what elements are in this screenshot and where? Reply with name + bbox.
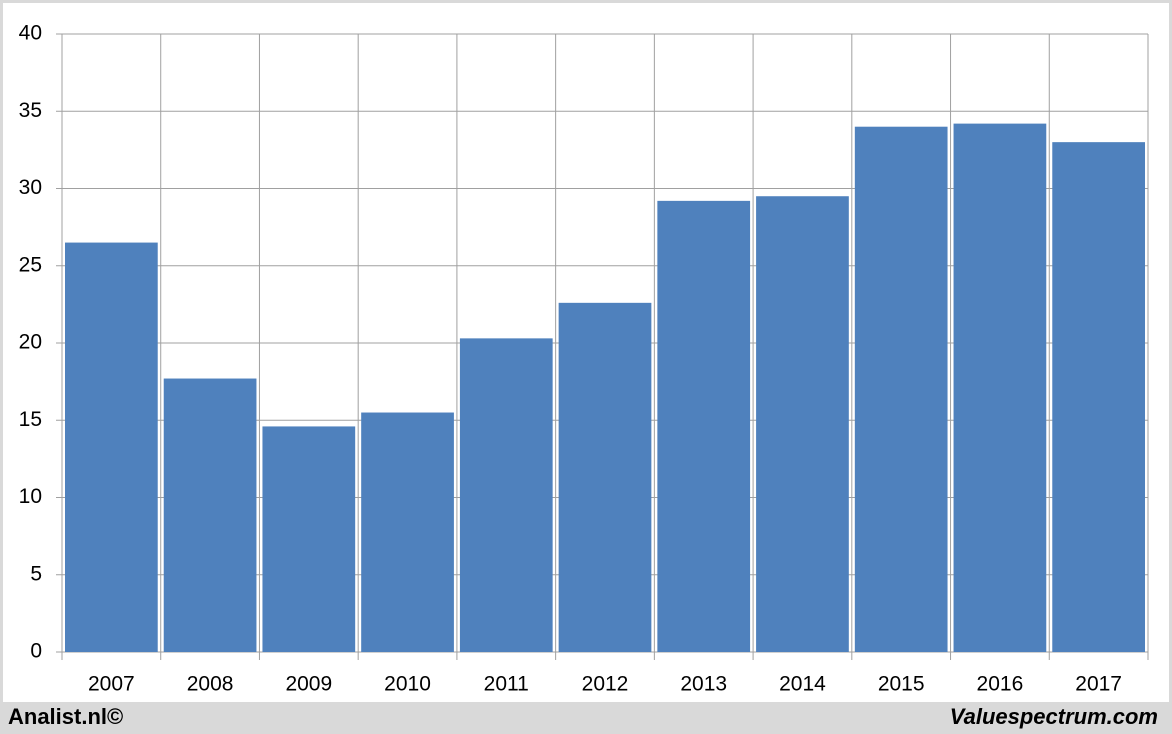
y-tick-label: 5 [30, 562, 42, 585]
x-tick-label: 2012 [582, 673, 629, 696]
x-tick-label: 2008 [187, 673, 234, 696]
bar [854, 126, 948, 652]
y-tick-label: 20 [19, 331, 42, 354]
bar [361, 412, 454, 652]
footer-left: Analist.nl© [8, 704, 123, 729]
bar [163, 378, 257, 652]
bar [1052, 142, 1145, 652]
x-tick-label: 2015 [878, 673, 925, 696]
x-tick-label: 2009 [285, 673, 332, 696]
x-tick-label: 2007 [88, 673, 135, 696]
y-tick-label: 0 [30, 640, 42, 663]
x-tick-label: 2013 [680, 673, 727, 696]
bar [558, 302, 652, 652]
y-tick-label: 25 [19, 253, 42, 276]
y-tick-label: 30 [19, 176, 42, 199]
y-tick-label: 35 [19, 99, 42, 122]
x-tick-label: 2017 [1075, 673, 1122, 696]
bar [65, 242, 158, 652]
y-tick-label: 15 [19, 408, 42, 431]
bar [756, 196, 849, 652]
x-tick-label: 2011 [484, 673, 529, 696]
bar [953, 123, 1047, 653]
x-tick-label: 2010 [384, 673, 431, 696]
x-tick-label: 2014 [779, 673, 826, 696]
y-tick-label: 10 [19, 485, 42, 508]
bar [657, 200, 751, 653]
x-tick-label: 2016 [977, 673, 1024, 696]
bar [459, 338, 553, 652]
y-tick-label: 40 [19, 22, 42, 45]
bar [262, 426, 356, 652]
footer-right: Valuespectrum.com [950, 704, 1158, 729]
